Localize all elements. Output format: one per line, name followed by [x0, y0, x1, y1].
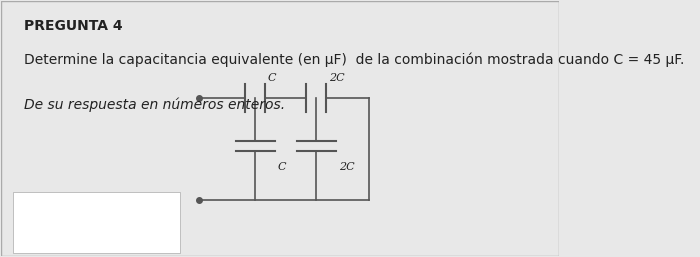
FancyBboxPatch shape	[13, 192, 180, 253]
Text: Determine la capacitancia equivalente (en μF)  de la combinación mostrada cuando: Determine la capacitancia equivalente (e…	[24, 52, 684, 67]
Text: C: C	[268, 73, 277, 83]
Text: 2C: 2C	[339, 162, 354, 172]
Text: PREGUNTA 4: PREGUNTA 4	[24, 19, 122, 33]
Text: C: C	[277, 162, 286, 172]
Text: De su respuesta en números enteros.: De su respuesta en números enteros.	[24, 98, 285, 113]
Text: 2C: 2C	[329, 73, 345, 83]
